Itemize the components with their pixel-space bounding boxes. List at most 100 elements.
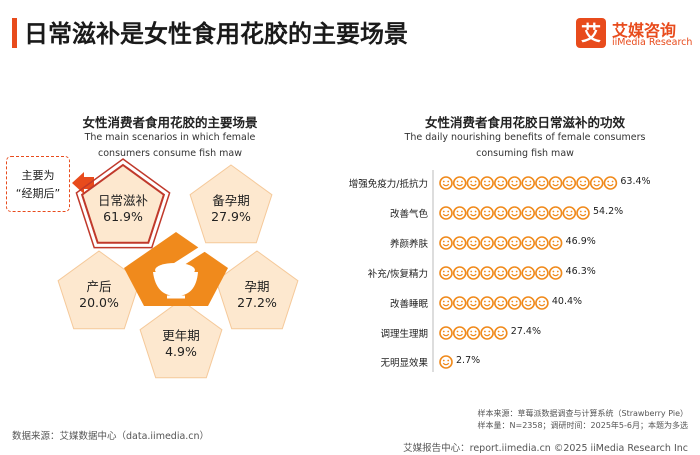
callout-box: 主要为 “经期后” [6,156,70,212]
scenario-pentagon-3 [139,299,223,379]
bar-labels-column: 增强免疫力/抵抗力 改善气色 养颜养肤 补充/恢复精力 改善睡眠 调理生理期 无… [300,0,428,455]
smiley-face-icon [480,266,494,280]
smiley-face-icon [480,176,494,190]
bar-value-5: 27.4% [510,326,541,337]
bar-value-0: 63.4% [620,176,651,187]
smiley-face-icon [493,266,508,280]
smiley-face-icon [576,206,590,220]
smiley-face-icon [439,176,453,190]
smiley-face-icon [589,176,604,190]
smiley-face-icon [493,236,508,250]
smiley-face-icon [452,266,467,280]
smiley-face-icon [466,236,481,250]
bar-value-6: 2.7% [456,355,481,366]
smiley-face-icon [439,266,453,280]
scenario-value-1: 27.9% [211,209,251,224]
smiley-face-icon [466,176,481,190]
bar-value-4: 40.4% [551,296,583,307]
left-chart-title-en: The main scenarios in which female consu… [84,132,256,159]
bar-label-6: 无明显效果 [380,358,428,369]
smiley-face-icon [439,296,453,310]
brand-logo-icon: 艾 [576,18,606,48]
smiley-face-icon [535,266,549,280]
smiley-face-icon [452,296,467,310]
callout-arrow-icon [72,172,94,194]
scenario-label-3: 更年期 [162,328,200,343]
smiley-face-icon [562,176,577,190]
smiley-face-icon [452,206,467,220]
smiley-face-icon [548,176,563,190]
bowl-spoon-icon [153,244,208,299]
smiley-face-icon [521,176,536,190]
scenario-label-0: 日常滋补 [97,193,148,208]
smiley-face-icon [576,176,590,190]
smiley-face-icon [535,206,549,220]
bar-label-3: 补充/恢复精力 [367,269,428,280]
smiley-face-icon [452,236,467,250]
smiley-face-icon [439,326,453,340]
left-chart-title-cn: 女性消费者食用花胶的主要场景 [82,115,258,130]
scenario-value-0: 61.9% [103,209,143,224]
data-source: 数据来源：艾媒数据中心（data.iimedia.cn） [12,431,210,442]
right-chart-title-en: The daily nourishing benefits of female … [404,132,646,159]
smiley-face-icon [521,206,536,220]
smiley-face-icon [480,236,494,250]
bar-value-2: 46.9% [565,236,596,247]
title-accent-bar [12,18,17,48]
bar-value-3: 46.3% [565,266,596,277]
callout-line-1: 主要为 [21,169,55,182]
smiley-face-icon [521,266,536,280]
scenario-value-4: 20.0% [79,295,119,310]
smiley-face-icon [480,206,494,220]
smiley-face-icon [507,176,522,190]
smiley-face-icon [521,236,536,250]
footer-copyright: 艾媒报告中心：report.iimedia.cn ©2025 iiMedia R… [403,443,688,454]
right-chart-title-cn: 女性消费者食用花胶日常滋补的功效 [424,115,625,130]
scenario-value-2: 27.2% [237,295,277,310]
scenario-label-1: 备孕期 [212,193,250,208]
smiley-face-icon [493,176,508,190]
callout-line-2: “经期后” [15,187,61,200]
smiley-face-icon [493,296,508,310]
smiley-face-icon [493,326,508,340]
brand-name-en: iiMedia Research [612,37,693,48]
smiley-face-icon [548,236,563,250]
smiley-face-icon [548,266,563,280]
bar-label-5: 调理生理期 [380,329,428,340]
smiley-face-icon [466,266,481,280]
sample-source-note: 样本来源：草莓派数据调查与计算系统（Strawberry Pie） [477,409,688,418]
scenario-value-3: 4.9% [165,344,197,359]
highlight-outline [75,158,171,249]
brand-name-cn: 艾媒咨询 [612,21,677,40]
smiley-face-icon [535,236,549,250]
bar-label-2: 养颜养肤 [389,239,428,250]
smiley-face-icon [507,296,522,310]
smiley-face-icon [507,206,522,220]
scenario-label-2: 孕期 [244,279,270,294]
bar-value-1: 54.2% [593,206,624,217]
smiley-face-icon [466,206,481,220]
smiley-face-icon [452,326,467,340]
smiley-face-icon [439,206,453,220]
scenario-pentagon-0 [80,163,166,244]
smiley-face-icon [507,266,522,280]
scenario-label-4: 产后 [86,279,112,294]
smiley-face-icon [439,236,453,250]
bar-label-0: 增强免疫力/抵抗力 [348,179,428,190]
smiley-face-icon [535,296,549,310]
smiley-face-icon [603,176,618,190]
smiley-face-icon [480,326,494,340]
bar-label-4: 改善睡眠 [389,299,428,310]
smiley-face-icon [466,326,481,340]
smiley-face-icon [493,206,508,220]
bar-label-1: 改善气色 [389,209,428,220]
smiley-face-icon [480,296,494,310]
sample-info-note: 样本量：N=2358；调研时间：2025年5-6月；本题为多选 [477,421,688,430]
page-title: 日常滋补是女性食用花胶的主要场景 [24,20,408,48]
scenario-pentagon-1 [189,164,273,244]
smiley-face-icon [548,206,563,220]
smiley-face-icon [439,355,453,369]
